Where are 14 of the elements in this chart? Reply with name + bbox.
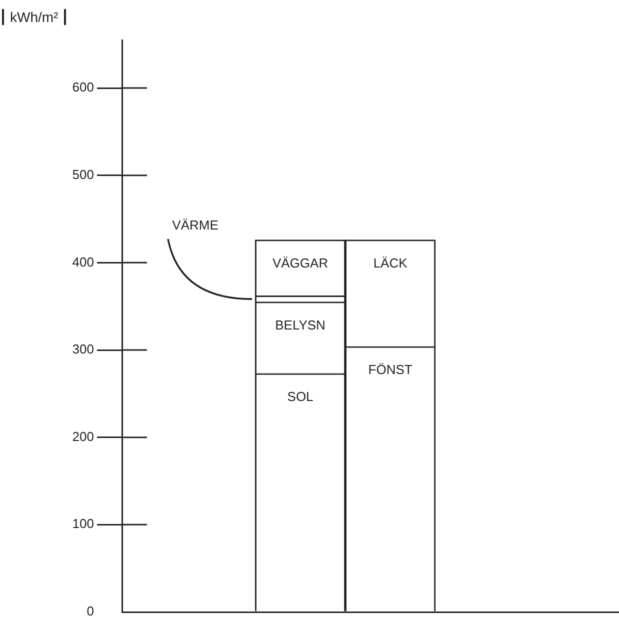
- y-tick-label: 300: [72, 342, 94, 357]
- y-axis-title: kWh/m²: [2, 9, 66, 26]
- series-label: SOL: [287, 389, 314, 404]
- series-label: VÄGGAR: [272, 256, 328, 271]
- text: VÄRME: [172, 217, 219, 232]
- y-tick-label: 600: [72, 80, 94, 95]
- y-tick-label: 500: [72, 166, 94, 182]
- y-tick-label: 100: [72, 516, 94, 532]
- series-label: BELYSN: [275, 318, 326, 333]
- series-label: FÖNST: [368, 362, 412, 378]
- y-tick-label: 400: [72, 254, 94, 270]
- y-tick-label: 200: [72, 428, 94, 444]
- series-label: LÄCK: [373, 256, 408, 271]
- y-tick-label: 0: [86, 604, 94, 619]
